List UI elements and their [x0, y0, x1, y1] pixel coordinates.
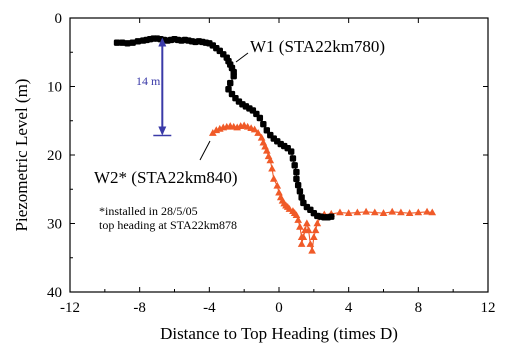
w2-data-point — [308, 246, 316, 254]
w2-data-point — [370, 208, 379, 216]
series-w1 — [113, 35, 335, 221]
w1-data-point — [289, 155, 297, 162]
w1-data-point — [293, 168, 300, 176]
series-w2 — [208, 121, 437, 254]
w1-data-point — [227, 79, 234, 87]
dimension-arrowhead-bottom — [158, 126, 167, 136]
w2-data-point — [304, 226, 313, 234]
w2-data-point — [273, 181, 282, 189]
w1-data-point — [256, 114, 264, 122]
w1-data-point — [129, 39, 136, 46]
w2-data-point — [296, 222, 304, 230]
dimension-arrow — [153, 37, 172, 137]
y-axis-label: Piezometric Level (m) — [12, 79, 31, 232]
w2-data-point — [405, 209, 414, 216]
w2-data-point — [266, 156, 275, 164]
y-tick-label: 10 — [47, 80, 62, 96]
w1-data-point — [230, 73, 237, 80]
x-tick-label: -12 — [60, 300, 80, 316]
w1-leader-line — [235, 52, 249, 63]
w1-data-point — [298, 194, 305, 201]
y-tick-label: 40 — [47, 285, 62, 301]
w2-data-point — [262, 146, 271, 154]
w2-series-line — [212, 124, 433, 252]
w1-label: W1 (STA22km780) — [250, 37, 385, 56]
w2-leader-line — [199, 140, 211, 161]
w2-data-point — [299, 233, 308, 240]
plot-frame — [69, 17, 489, 293]
w2-data-point — [269, 174, 278, 182]
w2-data-point — [423, 207, 431, 215]
w1-data-point — [113, 39, 121, 46]
note-line-1: *installed in 28/5/05 — [99, 204, 198, 218]
w2-data-point — [362, 207, 370, 215]
w2-data-point — [250, 125, 259, 133]
w2-data-point — [388, 207, 397, 215]
x-tick-label: -4 — [203, 300, 216, 316]
x-axis-ticks: -12 -8 -4 0 4 8 12 — [60, 18, 496, 316]
x-tick-label: 8 — [415, 300, 423, 316]
w1-data-point — [294, 181, 302, 189]
w2-data-point — [353, 208, 362, 216]
w2-data-point — [297, 239, 306, 247]
w2-data-point — [379, 209, 388, 216]
w2-data-point — [303, 219, 311, 227]
w1-data-point — [124, 40, 131, 47]
w1-data-point — [287, 148, 295, 155]
w1-data-point — [225, 86, 232, 93]
w1-data-point — [263, 127, 271, 134]
w2-data-point — [311, 226, 320, 234]
x-axis-label: Distance to Top Heading (times D) — [160, 324, 398, 343]
w1-data-point — [291, 162, 298, 169]
w2-data-point — [275, 188, 283, 196]
x-tick-label: 12 — [481, 300, 496, 316]
w2-data-point — [344, 209, 353, 216]
w2-data-point — [254, 128, 262, 136]
y-tick-label: 0 — [55, 11, 63, 27]
note-line-2: top heading at STA22km878 — [99, 218, 237, 232]
w2-label: W2* (STA22km840) — [94, 168, 238, 187]
x-tick-label: 0 — [275, 300, 283, 316]
y-axis-ticks: 0 10 20 30 40 — [47, 11, 488, 301]
w1-data-point — [260, 120, 267, 128]
dimension-arrowhead-top — [158, 37, 167, 47]
w2-data-point — [310, 233, 318, 240]
x-tick-label: -8 — [133, 300, 146, 316]
w1-data-point — [328, 213, 335, 220]
w2-data-point — [268, 164, 276, 172]
w2-data-point — [208, 128, 217, 136]
w2-data-point — [428, 208, 437, 216]
y-tick-label: 20 — [47, 148, 62, 164]
w2-data-point — [294, 215, 302, 223]
w2-data-point — [306, 239, 315, 247]
y-tick-label: 30 — [47, 217, 62, 233]
w2-data-point — [414, 208, 423, 216]
w2-data-point — [397, 208, 405, 216]
w1-data-point — [119, 39, 126, 46]
x-tick-label: 4 — [345, 300, 353, 316]
w2-data-point — [313, 219, 322, 227]
dimension-label: 14 m — [136, 74, 161, 88]
w1-data-point — [134, 38, 142, 45]
w1-data-point — [296, 188, 304, 195]
w1-data-point — [293, 175, 300, 183]
w2-data-point — [336, 208, 344, 216]
